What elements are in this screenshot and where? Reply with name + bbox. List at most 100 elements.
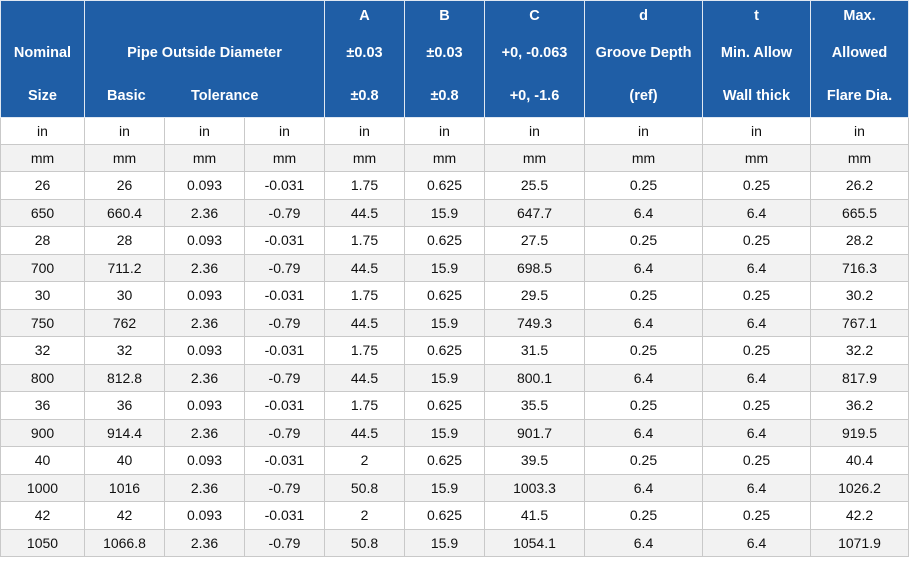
table-row: 36 36 0.093 -0.031 1.75 0.625 35.5 0.25 0.25 36.2 — [0, 391, 909, 420]
cell-c: 25.5 — [484, 171, 585, 200]
cell-nominal-size: 28 — [0, 226, 85, 255]
cell-groove-depth: 6.4 — [584, 308, 703, 337]
cell-min-wall: 0.25 — [702, 281, 811, 310]
header-max-line2: Allowed — [831, 45, 888, 61]
cell-groove-depth: 0.25 — [584, 336, 703, 365]
cell-a: mm — [324, 144, 405, 172]
cell-c: in — [484, 117, 585, 145]
cell-tolerance-plus: 0.093 — [164, 446, 245, 475]
cell-max-flare: 42.2 — [810, 501, 909, 530]
header-pipe-od-label: Pipe Outside Diameter — [127, 45, 282, 61]
cell-c: 1003.3 — [484, 473, 585, 502]
cell-tolerance-plus: 0.093 — [164, 226, 245, 255]
cell-basic: 762 — [84, 308, 165, 337]
cell-min-wall: 6.4 — [702, 528, 811, 557]
cell-c: 647.7 — [484, 198, 585, 227]
cell-max-flare: 26.2 — [810, 171, 909, 200]
cell-max-flare: mm — [810, 144, 909, 172]
cell-groove-depth: 6.4 — [584, 253, 703, 282]
cell-a: 1.75 — [324, 226, 405, 255]
cell-groove-depth: 6.4 — [584, 473, 703, 502]
header-d-line3: (ref) — [629, 88, 658, 104]
cell-b: 0.625 — [404, 391, 485, 420]
cell-nominal-size: 700 — [0, 253, 85, 282]
cell-groove-depth: 0.25 — [584, 446, 703, 475]
cell-max-flare: 716.3 — [810, 253, 909, 282]
cell-basic: 28 — [84, 226, 165, 255]
header-t: t Min. Allow Wall thick — [702, 0, 811, 118]
cell-nominal-size: 26 — [0, 171, 85, 200]
cell-tolerance-minus: -0.031 — [244, 391, 325, 420]
header-nominal-size: Nominal Size — [0, 0, 85, 118]
cell-c: 29.5 — [484, 281, 585, 310]
cell-basic: in — [84, 117, 165, 145]
table-row: 40 40 0.093 -0.031 2 0.625 39.5 0.25 0.25 40.4 — [0, 446, 909, 475]
cell-b: 15.9 — [404, 308, 485, 337]
cell-min-wall: 0.25 — [702, 391, 811, 420]
header-c-line1: C — [529, 8, 540, 24]
header-max-flare: Max. Allowed Flare Dia. — [810, 0, 909, 118]
cell-tolerance-plus: 2.36 — [164, 308, 245, 337]
cell-max-flare: 767.1 — [810, 308, 909, 337]
cell-c: 800.1 — [484, 363, 585, 392]
table-body: in in in in in in in in in in mm mm mm mm mm mm mm mm mm mm… — [0, 117, 909, 557]
cell-tolerance-minus: -0.031 — [244, 281, 325, 310]
cell-tolerance-plus: 2.36 — [164, 253, 245, 282]
cell-min-wall: 6.4 — [702, 473, 811, 502]
header-basic: Basic — [107, 88, 146, 104]
cell-basic: 26 — [84, 171, 165, 200]
cell-basic: 812.8 — [84, 363, 165, 392]
cell-max-flare: 919.5 — [810, 418, 909, 447]
cell-a: 1.75 — [324, 281, 405, 310]
header-d: d Groove Depth (ref) — [584, 0, 703, 118]
cell-c: 41.5 — [484, 501, 585, 530]
cell-b: 15.9 — [404, 418, 485, 447]
header-b-line2: ±0.03 — [426, 45, 463, 61]
cell-groove-depth: 0.25 — [584, 281, 703, 310]
cell-basic: 914.4 — [84, 418, 165, 447]
cell-min-wall: 6.4 — [702, 363, 811, 392]
cell-tolerance-minus: -0.79 — [244, 308, 325, 337]
cell-c: 31.5 — [484, 336, 585, 365]
table-row: 1050 1066.8 2.36 -0.79 50.8 15.9 1054.1 6.4 6.4 1… — [0, 528, 909, 557]
cell-c: 1054.1 — [484, 528, 585, 557]
cell-tolerance-minus: -0.79 — [244, 473, 325, 502]
cell-a: 44.5 — [324, 308, 405, 337]
cell-groove-depth: 0.25 — [584, 501, 703, 530]
cell-groove-depth: 0.25 — [584, 391, 703, 420]
cell-groove-depth: 6.4 — [584, 418, 703, 447]
header-t-line2: Min. Allow — [720, 45, 793, 61]
header-nominal-line2: Size — [27, 88, 57, 104]
cell-nominal-size: 900 — [0, 418, 85, 447]
cell-b: 15.9 — [404, 528, 485, 557]
cell-max-flare: 1071.9 — [810, 528, 909, 557]
cell-tolerance-plus: 0.093 — [164, 336, 245, 365]
cell-tolerance-plus: 0.093 — [164, 391, 245, 420]
header-pipe-outside-diameter: Pipe Outside Diameter Basic Tolerance — [84, 0, 325, 118]
cell-tolerance-minus: -0.79 — [244, 363, 325, 392]
cell-groove-depth: in — [584, 117, 703, 145]
cell-tolerance-plus: 2.36 — [164, 198, 245, 227]
cell-nominal-size: 800 — [0, 363, 85, 392]
cell-c: 698.5 — [484, 253, 585, 282]
cell-a: 1.75 — [324, 391, 405, 420]
cell-b: 15.9 — [404, 253, 485, 282]
cell-tolerance-plus: 2.36 — [164, 528, 245, 557]
cell-min-wall: 6.4 — [702, 198, 811, 227]
cell-tolerance-plus: 0.093 — [164, 171, 245, 200]
cell-b: 0.625 — [404, 226, 485, 255]
header-d-line1: d — [639, 8, 648, 24]
cell-tolerance-minus: -0.031 — [244, 336, 325, 365]
cell-max-flare: in — [810, 117, 909, 145]
cell-b: 15.9 — [404, 363, 485, 392]
header-b-line3: ±0.8 — [430, 88, 459, 104]
cell-nominal-size: 40 — [0, 446, 85, 475]
header-a-line2: ±0.03 — [346, 45, 383, 61]
cell-c: 27.5 — [484, 226, 585, 255]
cell-tolerance-minus: -0.79 — [244, 253, 325, 282]
cell-tolerance-minus: -0.79 — [244, 528, 325, 557]
cell-basic: 42 — [84, 501, 165, 530]
table-row: 28 28 0.093 -0.031 1.75 0.625 27.5 0.25 0.25 28.2 — [0, 226, 909, 255]
cell-tolerance-minus: -0.031 — [244, 501, 325, 530]
